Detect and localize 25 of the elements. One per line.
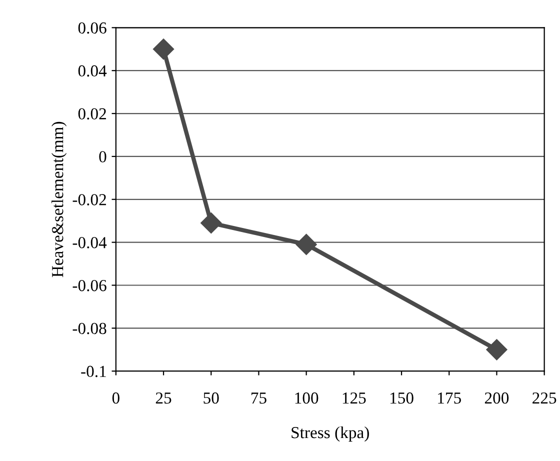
x-tick-label: 225	[532, 392, 556, 404]
point	[296, 234, 317, 255]
x-tick-label: 200	[484, 392, 509, 404]
y-tick-label: -0.04	[72, 237, 107, 248]
x-tick-label: 100	[295, 392, 318, 404]
y-tick-label: 0.02	[78, 108, 106, 120]
y-tick-label: 0.04	[78, 65, 107, 77]
x-tick-label: 0	[112, 392, 120, 404]
point	[486, 339, 508, 360]
x-tick-label: 150	[390, 392, 414, 404]
y-tick-label: -0.02	[72, 194, 106, 206]
y-axis-title: Heave&setlement(mm)	[52, 122, 67, 278]
y-tick-label: -0.1	[81, 366, 106, 378]
point	[200, 212, 222, 234]
y-tick-label: -0.06	[72, 280, 106, 292]
y-tick-label: -0.08	[72, 322, 106, 334]
point	[153, 38, 174, 60]
x-tick-label: 75	[251, 392, 266, 404]
x-tick-label: 175	[438, 392, 461, 404]
x-tick-label: 125	[342, 392, 366, 404]
x-tick-label: 50	[204, 392, 219, 404]
x-tick-label: 25	[156, 392, 172, 404]
y-tick-label: 0	[99, 151, 106, 162]
x-axis-title: Stress (kpa)	[292, 426, 369, 442]
y-tick-label: 0.06	[78, 22, 106, 34]
